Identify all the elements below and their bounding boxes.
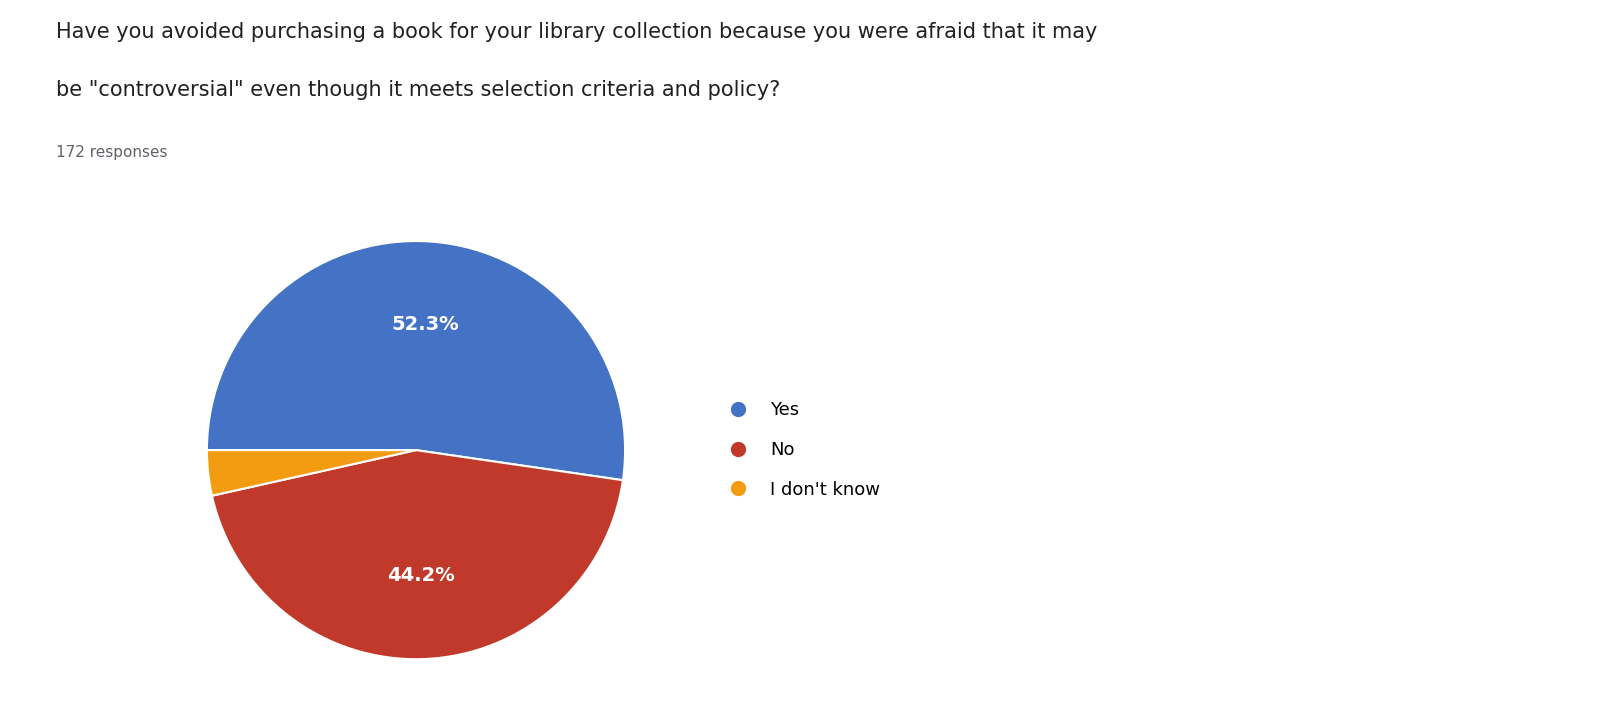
Legend: Yes, No, I don't know: Yes, No, I don't know — [712, 394, 888, 506]
Text: 172 responses: 172 responses — [56, 145, 168, 160]
Text: 52.3%: 52.3% — [392, 316, 459, 335]
Wedge shape — [206, 241, 626, 480]
Wedge shape — [206, 450, 416, 496]
Text: Have you avoided purchasing a book for your library collection because you were : Have you avoided purchasing a book for y… — [56, 22, 1098, 42]
Text: be "controversial" even though it meets selection criteria and policy?: be "controversial" even though it meets … — [56, 80, 781, 100]
Wedge shape — [211, 450, 622, 659]
Text: 44.2%: 44.2% — [387, 566, 454, 585]
